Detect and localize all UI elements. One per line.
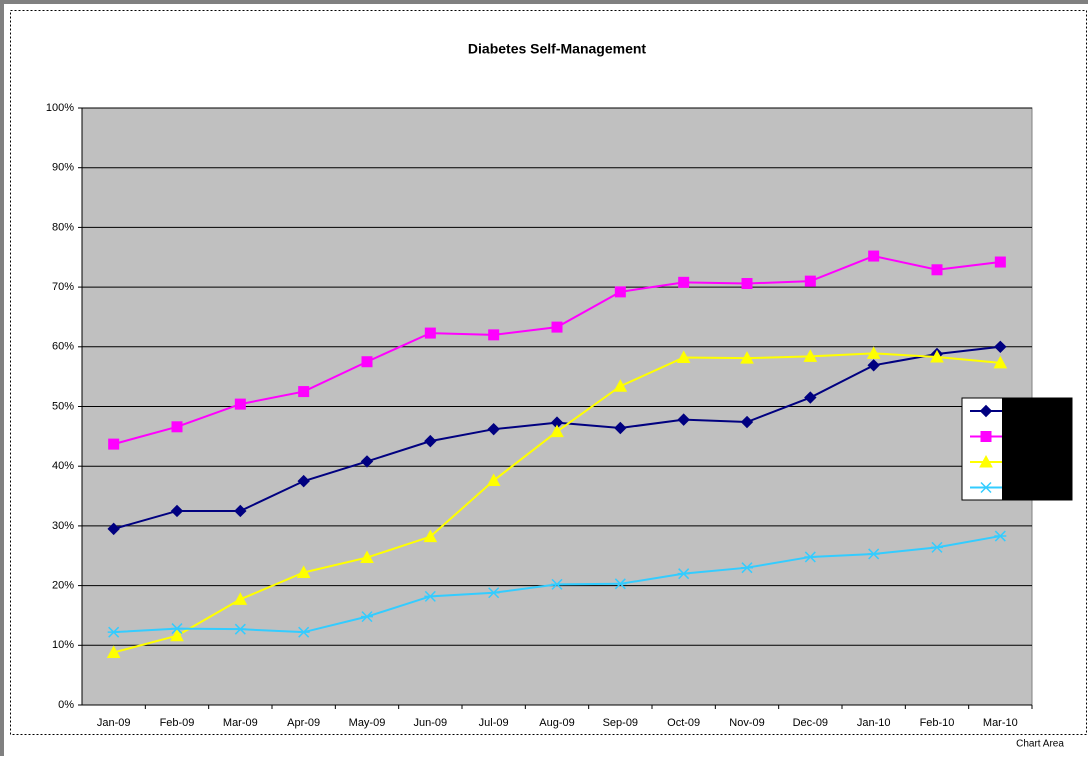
x-tick-label: Mar-09	[223, 717, 258, 729]
x-tick-label: Jan-10	[857, 717, 891, 729]
marker	[741, 562, 753, 574]
marker	[297, 474, 310, 488]
marker	[804, 391, 817, 404]
marker	[486, 473, 501, 487]
marker	[994, 340, 1007, 354]
marker	[234, 398, 246, 410]
x-tick-label: Feb-10	[920, 717, 955, 729]
marker	[740, 415, 754, 429]
tooltip: Chart Area	[1016, 739, 1064, 750]
marker	[106, 645, 121, 658]
marker	[740, 351, 754, 364]
marker	[550, 424, 564, 438]
marker	[867, 548, 880, 560]
marker	[980, 431, 992, 442]
marker	[170, 628, 184, 642]
marker	[676, 350, 691, 364]
y-tick-label: 50%	[52, 400, 74, 412]
y-tick-label: 10%	[52, 639, 74, 651]
marker	[360, 455, 374, 468]
marker	[931, 541, 943, 553]
marker	[234, 504, 247, 518]
legend-redaction	[1002, 398, 1072, 500]
marker	[488, 329, 500, 341]
chart-title: Diabetes Self-Management	[468, 41, 646, 57]
marker	[979, 454, 993, 468]
marker	[614, 578, 627, 590]
marker	[677, 568, 690, 580]
x-tick-label: Jun-09	[414, 717, 448, 729]
x-tick-label: Sep-09	[603, 717, 638, 729]
x-tick-label: Feb-09	[160, 717, 195, 729]
x-tick-label: Oct-09	[667, 717, 700, 729]
x-tick-label: Nov-09	[729, 717, 764, 729]
marker	[994, 530, 1007, 542]
x-tick-label: Aug-09	[539, 717, 574, 729]
marker	[360, 550, 374, 564]
y-tick-label: 20%	[52, 580, 74, 592]
marker	[423, 529, 438, 543]
marker	[931, 264, 943, 276]
marker	[107, 522, 120, 536]
marker	[930, 349, 944, 363]
marker	[487, 422, 500, 436]
y-tick-label: 30%	[52, 520, 74, 532]
marker	[107, 626, 120, 638]
marker	[170, 504, 184, 518]
y-tick-label: 0%	[58, 699, 74, 711]
marker	[424, 327, 436, 339]
marker	[296, 565, 311, 578]
marker	[297, 626, 310, 638]
marker	[868, 250, 880, 262]
marker	[424, 434, 437, 448]
x-tick-label: Dec-09	[793, 717, 828, 729]
x-tick-label: Mar-10	[983, 717, 1018, 729]
marker	[551, 321, 563, 333]
marker	[614, 421, 627, 435]
marker	[979, 404, 993, 418]
x-tick-label: May-09	[349, 717, 386, 729]
marker	[108, 438, 120, 450]
y-tick-label: 90%	[52, 162, 74, 174]
marker	[171, 623, 183, 635]
x-tick-label: Jul-09	[479, 717, 509, 729]
chart-area-border	[10, 10, 1087, 735]
marker	[867, 359, 880, 372]
marker	[804, 551, 817, 563]
y-tick-label: 80%	[52, 221, 74, 233]
marker	[613, 379, 628, 392]
marker	[994, 256, 1006, 268]
marker	[678, 276, 690, 288]
marker	[551, 578, 563, 590]
marker	[233, 592, 248, 605]
x-tick-label: Jan-09	[97, 717, 131, 729]
marker	[677, 413, 690, 426]
marker	[234, 623, 247, 635]
marker	[171, 421, 183, 433]
marker	[424, 590, 437, 602]
marker	[803, 349, 818, 362]
marker	[298, 386, 310, 398]
marker	[487, 587, 500, 599]
y-tick-label: 60%	[52, 341, 74, 353]
marker	[866, 346, 881, 359]
marker	[980, 481, 992, 494]
marker	[804, 275, 816, 287]
marker	[993, 355, 1008, 369]
y-tick-label: 70%	[52, 281, 74, 293]
y-tick-label: 40%	[52, 460, 74, 472]
marker	[361, 356, 373, 368]
marker	[361, 611, 373, 623]
y-tick-label: 100%	[46, 102, 74, 114]
marker	[614, 286, 626, 298]
x-tick-label: Apr-09	[287, 717, 320, 729]
marker	[741, 278, 753, 290]
